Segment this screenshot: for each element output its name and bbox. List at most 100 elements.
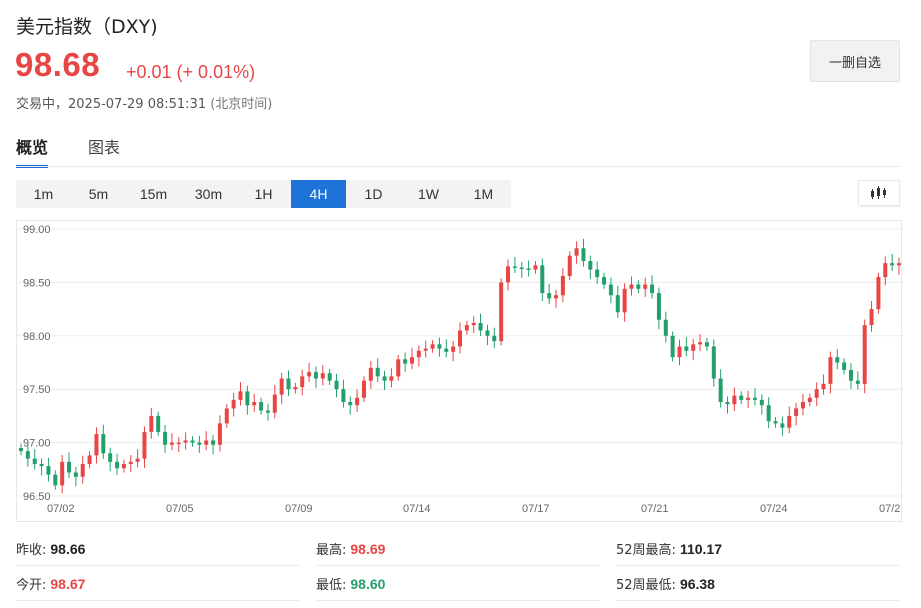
candle-body [259,402,264,411]
candle-body [595,269,600,278]
candle-body [293,387,298,390]
candle-body [458,330,462,347]
candle-body [718,378,723,403]
stat-label: 最低: [316,578,347,593]
candle-body [183,440,188,443]
period-30m-button[interactable]: 30m [194,186,223,202]
stat-52w-low: 52周最低: 96.38 [616,567,900,601]
period-1w-button[interactable]: 1W [418,186,439,202]
stat-label: 最高: [316,543,347,558]
candle-body [416,350,421,358]
candle-body [506,266,511,283]
period-5m-button[interactable]: 5m [88,186,109,202]
stat-label: 52周最高: [616,543,676,558]
candle-body [252,402,257,406]
candle-body [636,284,641,289]
candle-body [752,397,757,400]
status-label: 交易中， [16,97,69,112]
candle-body [382,376,387,381]
candle-body [279,378,284,395]
candle-body [478,322,483,331]
stat-value: 98.67 [50,575,86,592]
candle-body [471,322,476,326]
candle-body [101,434,106,454]
candle-body [732,395,737,405]
candle-body [897,263,901,266]
stat-high: 最高: 98.69 [316,532,600,566]
candle-body [643,284,648,289]
candle-body [39,463,44,467]
candle-body [341,389,346,403]
candle-body [842,362,847,370]
candle-body [848,369,853,381]
candle-body [53,474,58,486]
candlestick-icon [871,186,886,199]
stat-prev-close: 昨收: 98.66 [16,532,300,566]
candle-body [499,282,504,342]
period-15m-button[interactable]: 15m [139,186,168,202]
chart-type-button[interactable] [858,180,900,206]
tab-bar: 概览 图表 [16,134,160,168]
candle-body [554,295,559,299]
period-1m-button[interactable]: 1m [33,186,54,202]
candle-body [800,402,805,409]
x-tick-label: 07/09 [285,503,313,515]
candle-body [821,383,826,390]
page-title: 美元指数（DXY) [16,16,158,38]
candle-body [396,359,401,377]
candle-body [60,461,65,486]
tab-overview[interactable]: 概览 [16,134,49,168]
candle-body [169,442,174,445]
x-tick-label: 07/21 [641,503,669,515]
timestamp: 2025-07-29 08:51:31 [68,97,207,112]
candle-body [759,399,764,406]
candle-body [19,447,23,452]
candle-body [567,255,572,276]
stat-label: 52周最低: [616,578,676,593]
period-1d-button[interactable]: 1D [364,186,383,202]
candle-body [615,295,620,313]
candle-body [217,423,222,445]
candle-body [588,261,593,270]
candle-body [231,399,236,409]
remove-watchlist-button[interactable]: 一删自选 [810,40,900,82]
candle-body [403,359,408,364]
period-selector: 1m 5m 15m 30m 1H 4H 1D 1W 1M [16,180,511,208]
candle-body [650,284,655,294]
candle-body [423,348,428,351]
y-tick-label: 97.00 [23,438,51,450]
tab-chart[interactable]: 图表 [88,138,121,157]
period-1h-button[interactable]: 1H [254,186,273,202]
candle-body [73,472,78,477]
candle-body [87,455,92,464]
candle-body [197,442,202,445]
candle-body [25,451,30,459]
candle-body [890,263,895,266]
candle-body [437,344,442,349]
candle-body [492,335,497,342]
stat-value: 98.60 [350,575,386,592]
candle-body [814,389,819,398]
price-chart[interactable]: 99.00 98.50 98.00 97.50 97.00 96.50 07/02 07/05… [16,220,903,523]
candle-body [409,357,414,364]
candle-body [430,344,435,349]
candle-body [807,397,812,403]
candle-body [313,372,318,379]
candle-body [156,415,161,432]
candle-body [320,373,325,379]
candle-body [265,410,270,413]
candle-body [862,325,867,384]
period-4h-button[interactable]: 4H [291,180,346,208]
candle-body [128,461,133,464]
period-1mo-button[interactable]: 1M [473,186,494,202]
candle-body [32,458,37,464]
x-tick-label: 07/14 [403,503,431,515]
candle-body [876,277,881,310]
candle-body [389,376,394,381]
candle-body [348,402,353,406]
candle-body [238,391,243,400]
candle-body [656,293,661,320]
stat-value: 110.17 [679,540,722,557]
candle-body [485,330,490,336]
